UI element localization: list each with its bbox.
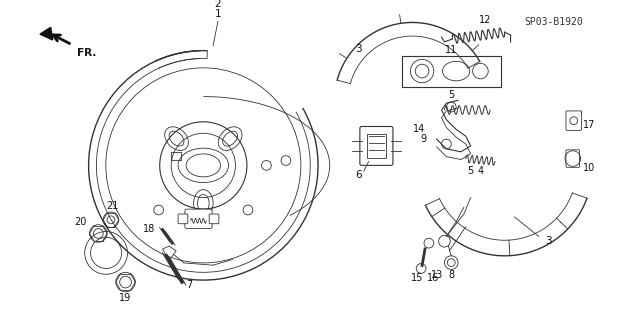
Text: 20: 20	[74, 217, 86, 227]
Text: 8: 8	[448, 270, 454, 280]
FancyBboxPatch shape	[209, 214, 219, 224]
Text: 1: 1	[214, 9, 221, 19]
Text: SP03-B1920: SP03-B1920	[524, 18, 582, 27]
Text: 18: 18	[143, 224, 155, 234]
Text: 3: 3	[545, 236, 552, 246]
Text: 19: 19	[120, 293, 132, 303]
Text: 5: 5	[468, 166, 474, 176]
Text: 21: 21	[107, 201, 119, 211]
Text: 15: 15	[411, 273, 424, 283]
Text: 17: 17	[582, 120, 595, 130]
Text: 6: 6	[356, 170, 362, 180]
Text: 16: 16	[427, 273, 439, 283]
Text: 12: 12	[479, 15, 492, 25]
Text: 7: 7	[186, 280, 192, 290]
Text: 11: 11	[445, 45, 458, 55]
FancyBboxPatch shape	[185, 209, 212, 229]
Text: 14: 14	[413, 124, 425, 134]
Text: 3: 3	[356, 44, 362, 54]
Text: 10: 10	[582, 163, 595, 173]
Text: FR.: FR.	[77, 48, 96, 58]
Text: 2: 2	[214, 0, 221, 9]
Text: 5: 5	[448, 90, 454, 100]
Text: 4: 4	[477, 166, 483, 176]
Text: 13: 13	[431, 270, 443, 280]
Polygon shape	[40, 27, 52, 40]
FancyBboxPatch shape	[178, 214, 188, 224]
Text: 9: 9	[421, 134, 427, 144]
